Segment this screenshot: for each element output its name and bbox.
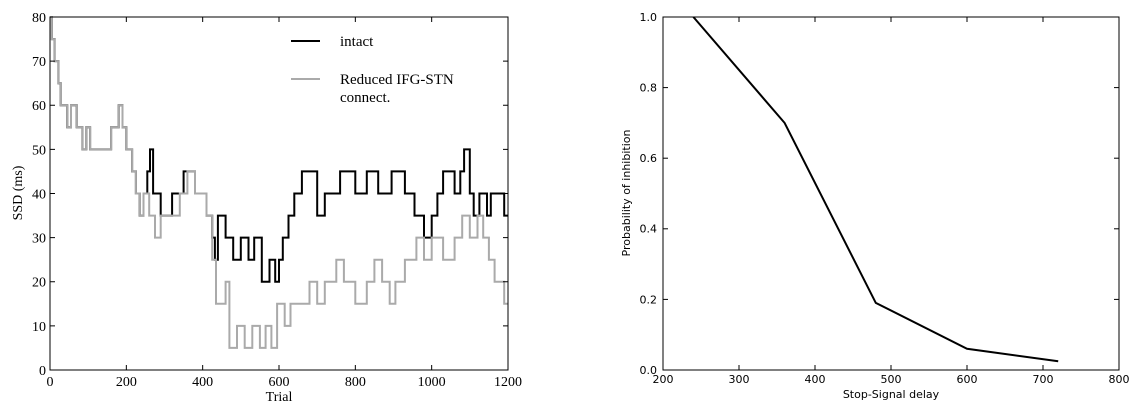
y-tick-label: 20 bbox=[32, 276, 46, 291]
x-tick-label: 200 bbox=[116, 375, 137, 390]
y-tick-label: 50 bbox=[32, 143, 46, 158]
series-line-1 bbox=[50, 16, 508, 349]
series-line-0 bbox=[50, 16, 508, 283]
legend-label-reduced: Reduced IFG-STN connect. bbox=[340, 72, 457, 106]
x-tick-label: 500 bbox=[881, 373, 902, 386]
legend-label-intact: intact bbox=[340, 34, 374, 50]
plot-frame bbox=[49, 16, 509, 371]
x-tick-label: 600 bbox=[957, 373, 978, 386]
y-tick-label: 0.8 bbox=[640, 81, 658, 94]
tick-group: 200 300 400 500 600 700 800 0.0 0.2 0.4 0.6 0.8 1.0 bbox=[640, 11, 1130, 386]
x-tick-label: 400 bbox=[805, 373, 826, 386]
series-line-0 bbox=[692, 16, 1059, 363]
tick-group: 0 200 400 600 800 1000 1200 0 10 20 30 40 50 60 70 80 bbox=[32, 11, 522, 390]
plot-frame bbox=[662, 16, 1120, 371]
y-tick-label: 0 bbox=[39, 364, 46, 379]
y-tick-label: 30 bbox=[32, 232, 46, 247]
x-tick-label: 1200 bbox=[494, 375, 522, 390]
x-axis-label: Stop-Signal delay bbox=[843, 388, 940, 401]
series-group bbox=[50, 16, 508, 349]
legend-label-reduced-line1: Reduced IFG-STN bbox=[340, 72, 454, 88]
x-tick-label: 600 bbox=[269, 375, 290, 390]
x-axis-label: Trial bbox=[266, 390, 293, 401]
x-tick-label: 700 bbox=[1033, 373, 1054, 386]
x-tick-label: 800 bbox=[345, 375, 366, 390]
x-tick-label: 0 bbox=[47, 375, 54, 390]
x-tick-label: 400 bbox=[192, 375, 213, 390]
y-tick-label: 10 bbox=[32, 320, 46, 335]
ssd-chart: SSD (ms) Trial 0 200 400 600 800 1000 1200 0 10 2… bbox=[11, 11, 522, 401]
x-tick-label: 1000 bbox=[418, 375, 446, 390]
y-tick-label: 40 bbox=[32, 187, 46, 202]
y-tick-label: 0.2 bbox=[640, 293, 658, 306]
x-tick-label: 800 bbox=[1109, 373, 1130, 386]
y-tick-label: 70 bbox=[32, 55, 46, 70]
legend: intact Reduced IFG-STN connect. bbox=[291, 34, 457, 106]
y-tick-label: 0.4 bbox=[640, 223, 658, 236]
y-tick-label: 60 bbox=[32, 99, 46, 114]
y-tick-label: 1.0 bbox=[640, 11, 658, 24]
y-axis-label: Probability of inhibition bbox=[620, 130, 633, 257]
y-tick-label: 80 bbox=[32, 11, 46, 26]
legend-label-reduced-line2: connect. bbox=[340, 90, 390, 106]
y-tick-label: 0.0 bbox=[640, 364, 658, 377]
x-tick-label: 300 bbox=[729, 373, 750, 386]
x-tick-label: 200 bbox=[653, 373, 674, 386]
inhibition-chart: Probability of inhibition Stop-Signal de… bbox=[620, 11, 1130, 401]
y-axis-label: SSD (ms) bbox=[11, 165, 26, 220]
series-group bbox=[692, 16, 1059, 363]
y-tick-label: 0.6 bbox=[640, 152, 658, 165]
